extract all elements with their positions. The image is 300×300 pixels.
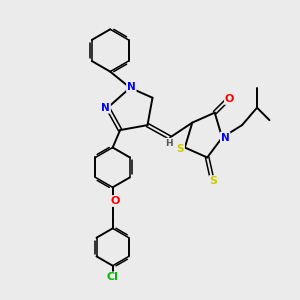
Text: O: O	[110, 196, 120, 206]
Text: N: N	[101, 103, 110, 113]
Text: Cl: Cl	[107, 272, 118, 282]
Text: H: H	[165, 139, 172, 148]
Text: N: N	[221, 133, 230, 142]
Text: O: O	[225, 94, 234, 104]
Text: S: S	[209, 176, 217, 186]
Text: N: N	[127, 82, 136, 92]
Text: S: S	[177, 144, 184, 154]
